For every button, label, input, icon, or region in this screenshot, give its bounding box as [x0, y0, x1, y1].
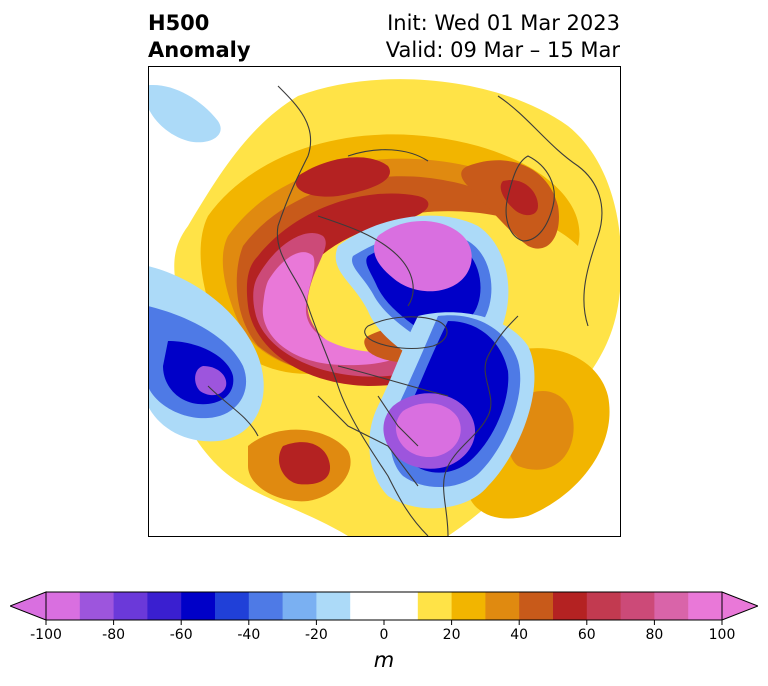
colorbar-cell — [384, 592, 419, 620]
hudson-trough-core — [373, 221, 472, 292]
anomaly-map — [148, 66, 621, 537]
colorbar-cell — [46, 592, 81, 620]
colorbar-tick-label: -60 — [169, 627, 193, 643]
colorbar-left-arrow — [10, 591, 47, 621]
colorbar-tick-label: -80 — [102, 627, 126, 643]
great-lakes-trough-peak — [395, 403, 461, 458]
colorbar-cell — [282, 592, 317, 620]
colorbar-cell — [688, 592, 723, 620]
colorbar — [10, 591, 758, 625]
colorbar-tick-label: 40 — [510, 627, 529, 643]
ridge-alaska-peak — [262, 252, 418, 366]
colorbar-cell — [147, 592, 182, 620]
colorbar-right-arrow — [721, 591, 758, 621]
colorbar-tick-label: 80 — [645, 627, 664, 643]
colorbar-tick-label: -100 — [30, 627, 62, 643]
coastlines — [207, 85, 603, 537]
colorbar-ticks — [45, 620, 723, 625]
colorbar-tick-label: 60 — [577, 627, 596, 643]
colorbar-cell — [248, 592, 284, 620]
colorbar-tick-label: -20 — [304, 627, 328, 643]
pacific-trough-core — [195, 366, 227, 396]
colorbar-cell — [451, 592, 486, 620]
map-frame — [148, 66, 621, 537]
colorbar-cell — [654, 592, 689, 620]
colorbar-cell — [620, 592, 655, 620]
colorbar-cell — [350, 592, 385, 620]
colorbar-tick-label: -40 — [237, 627, 261, 643]
colorbar-tick-label: 100 — [708, 627, 736, 643]
valid-range: Valid: 09 Mar – 15 Mar — [385, 38, 620, 62]
colorbar-cell — [519, 592, 554, 620]
title-line-2: Anomaly — [148, 38, 251, 62]
colorbar-cell — [181, 592, 216, 620]
pacific-small-blob — [148, 85, 221, 143]
init-date: Init: Wed 01 Mar 2023 — [387, 11, 620, 35]
chart-title: H500 Anomaly — [148, 10, 251, 64]
colorbar-tick-label: 0 — [379, 627, 389, 643]
date-info: Init: Wed 01 Mar 2023 Valid: 09 Mar – 15… — [386, 10, 620, 64]
colorbar-cell — [417, 592, 453, 620]
colorbar-cell — [79, 592, 115, 620]
colorbar-cell — [586, 592, 622, 620]
colorbar-tick-label: 20 — [442, 627, 461, 643]
colorbar-cells — [46, 592, 723, 620]
colorbar-cell — [113, 592, 148, 620]
colorbar-cell — [485, 592, 520, 620]
sw-us-ridge-core — [278, 442, 331, 485]
colorbar-cell — [215, 592, 250, 620]
ridge-arctic-core — [295, 157, 390, 197]
colorbar-cell — [553, 592, 588, 620]
colorbar-cell — [316, 592, 351, 620]
colorbar-unit: m — [373, 648, 395, 672]
title-line-1: H500 — [148, 11, 210, 35]
